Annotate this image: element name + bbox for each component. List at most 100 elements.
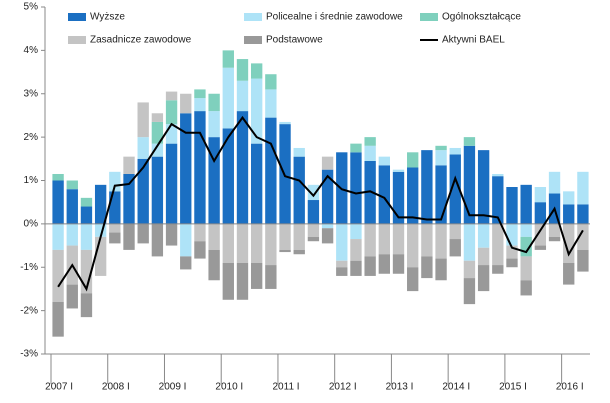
bar — [421, 223, 433, 257]
legend-label: Podstawowe — [266, 35, 323, 46]
legend-swatch — [420, 13, 438, 21]
bar — [236, 59, 249, 81]
bar — [250, 143, 263, 224]
bar — [577, 223, 589, 250]
bar — [364, 137, 376, 146]
bar — [321, 156, 334, 170]
bar — [307, 184, 320, 201]
bar — [421, 150, 433, 224]
legend-label: Zasadnicze zawodowe — [90, 35, 192, 46]
bar — [109, 232, 121, 244]
x-tick-label: 2008 I — [102, 382, 130, 393]
bar — [137, 223, 149, 244]
y-tick-label: -2% — [20, 305, 38, 316]
bar — [577, 204, 589, 224]
bar — [520, 184, 532, 224]
legend-swatch — [68, 13, 86, 21]
line — [57, 115, 584, 292]
bar — [534, 187, 547, 203]
x-tick-label: 2016 I — [556, 382, 584, 393]
bar — [477, 247, 490, 266]
bar — [336, 267, 348, 276]
bar — [293, 223, 305, 250]
bar — [66, 284, 78, 309]
bar — [449, 154, 461, 224]
bar — [350, 143, 362, 153]
bar — [520, 280, 532, 296]
bar — [534, 245, 547, 250]
bar — [350, 223, 362, 240]
bar — [208, 223, 220, 250]
bar — [194, 241, 206, 259]
bar — [321, 228, 334, 244]
bar — [534, 223, 547, 246]
bar — [279, 249, 291, 253]
bar — [279, 223, 291, 250]
bar — [109, 171, 121, 192]
bar — [236, 262, 249, 300]
legend-swatch — [68, 36, 86, 44]
bar — [463, 137, 476, 146]
bar — [506, 187, 518, 224]
bar — [52, 301, 64, 337]
bar — [180, 223, 192, 257]
bar — [378, 165, 391, 224]
bar — [421, 256, 433, 279]
bar — [350, 239, 362, 261]
bar — [563, 204, 575, 224]
bar — [151, 223, 164, 257]
bar — [492, 265, 504, 274]
legend-swatch — [244, 13, 262, 21]
bar — [123, 223, 135, 250]
bar — [378, 156, 391, 166]
bar — [563, 262, 575, 285]
bar — [165, 91, 178, 101]
bar — [222, 223, 234, 263]
bar — [94, 223, 107, 237]
bar — [392, 223, 405, 255]
bar — [534, 202, 547, 224]
bar — [293, 156, 305, 224]
bar — [435, 223, 447, 259]
bar — [378, 254, 391, 274]
y-tick-label: 3% — [24, 88, 39, 99]
bar — [250, 262, 263, 289]
bar — [279, 121, 291, 125]
bar — [80, 223, 93, 250]
legend-label: Aktywni BAEL — [442, 35, 505, 46]
bar — [477, 265, 490, 292]
bar — [364, 256, 376, 276]
bar — [236, 223, 249, 263]
bar — [407, 267, 419, 292]
bar — [80, 206, 93, 224]
bar — [66, 223, 78, 246]
bar — [449, 223, 461, 240]
bar — [506, 223, 518, 246]
bar — [180, 113, 192, 224]
bar — [506, 258, 518, 268]
bar — [194, 89, 206, 99]
bar — [492, 223, 504, 266]
bar — [548, 236, 561, 242]
bar — [435, 258, 447, 281]
bar — [548, 223, 561, 237]
bar — [137, 158, 149, 224]
bar — [265, 74, 277, 90]
bar — [52, 223, 64, 250]
bar — [123, 156, 135, 174]
bar — [80, 293, 93, 318]
bar — [520, 223, 532, 237]
bar — [520, 236, 532, 257]
bar — [208, 93, 220, 112]
bar — [151, 113, 164, 122]
bar — [265, 223, 277, 266]
x-tick-label: 2011 I — [273, 382, 300, 393]
x-tick-label: 2009 I — [159, 382, 187, 393]
bar — [236, 111, 249, 224]
bar — [137, 137, 149, 159]
bar — [336, 260, 348, 268]
bar — [250, 78, 263, 144]
bar — [364, 145, 376, 161]
bar — [66, 189, 78, 224]
bar — [293, 147, 305, 157]
